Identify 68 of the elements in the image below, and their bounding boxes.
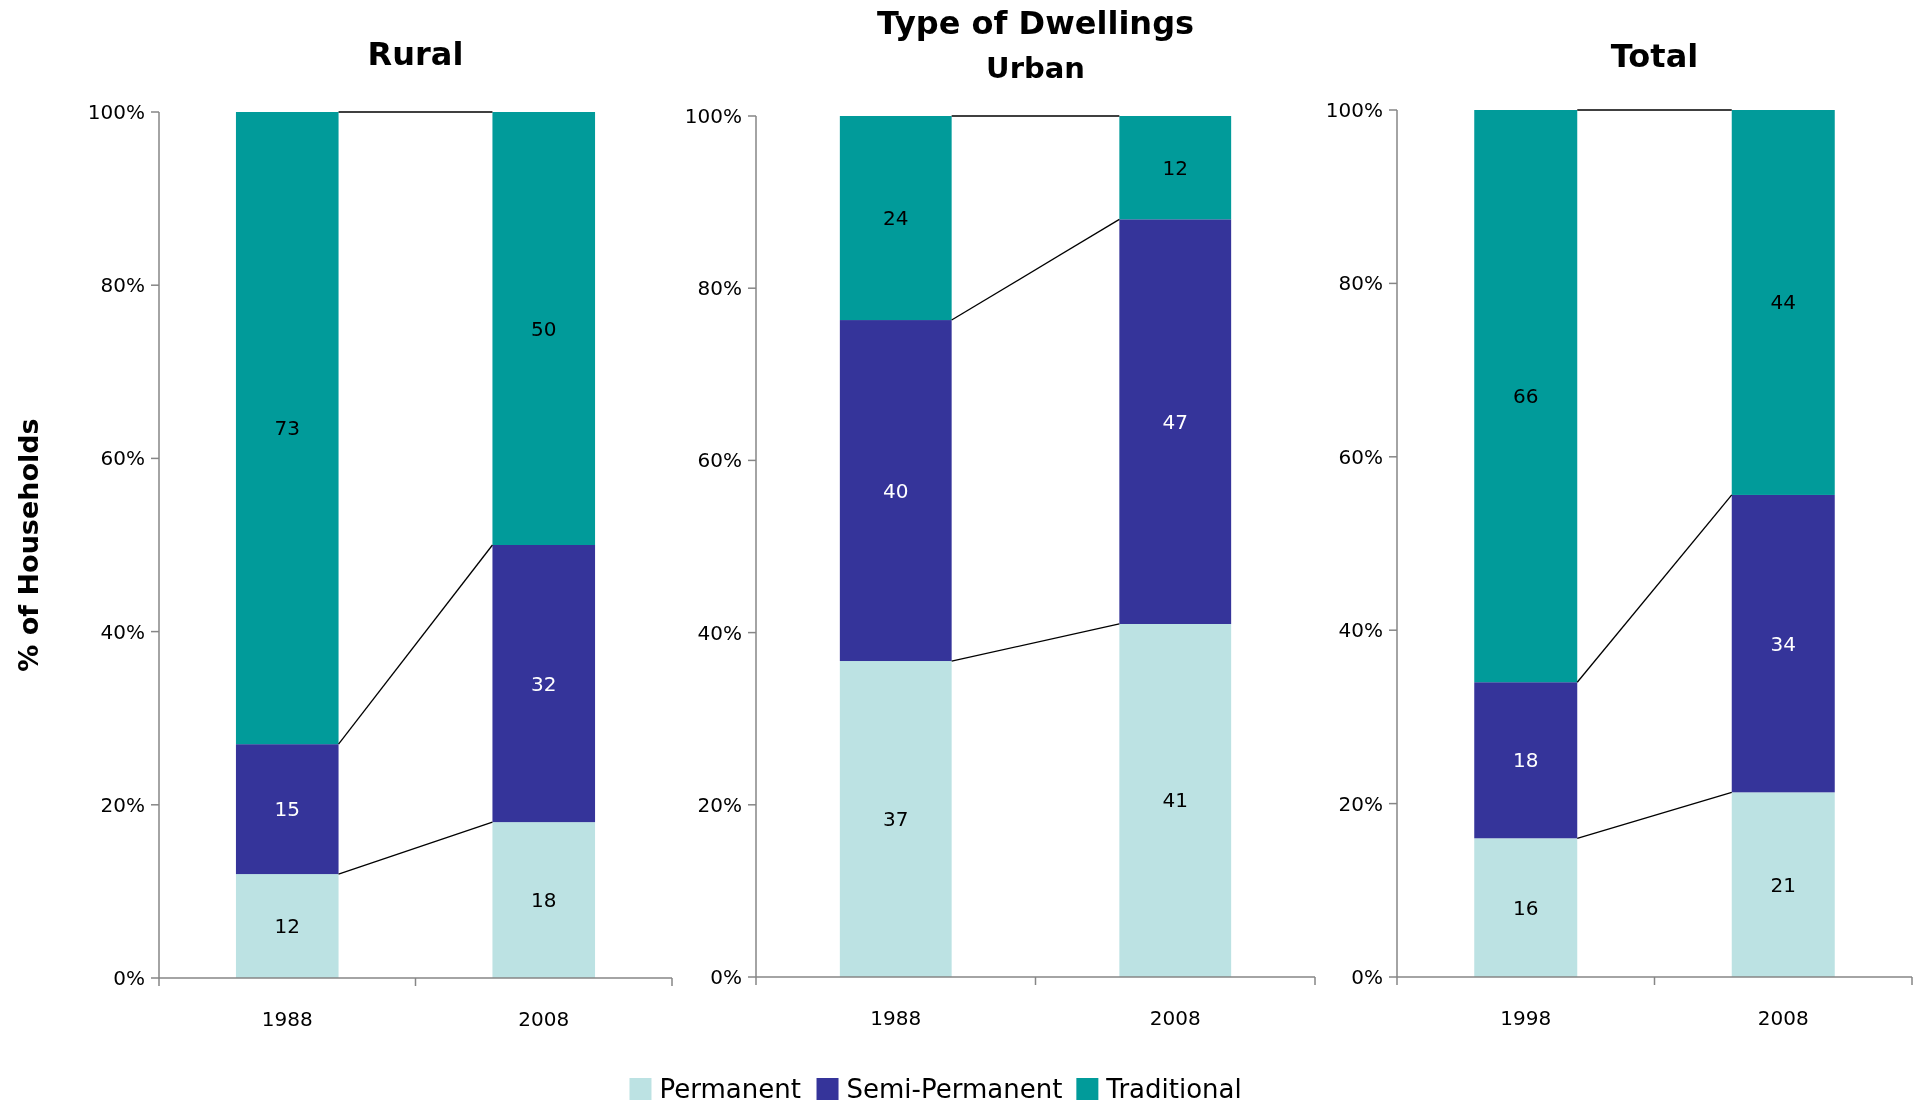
bar bbox=[1119, 116, 1232, 220]
x-tick-label: 2008 bbox=[518, 1007, 570, 1031]
data-label: 66 bbox=[1513, 384, 1539, 409]
data-label: 44 bbox=[1770, 290, 1796, 315]
data-label: 32 bbox=[531, 671, 557, 696]
y-tick-label: 20% bbox=[1338, 791, 1383, 816]
y-tick-label: 20% bbox=[697, 792, 742, 817]
data-label: 73 bbox=[274, 416, 300, 441]
y-tick-label: 0% bbox=[1351, 965, 1383, 989]
x-tick-label: 2008 bbox=[1149, 1006, 1201, 1030]
bar bbox=[839, 320, 952, 662]
legend-label: Permanent bbox=[659, 1074, 801, 1104]
data-label: 15 bbox=[274, 797, 300, 822]
bar bbox=[1474, 110, 1578, 683]
y-tick-label: 0% bbox=[113, 966, 145, 990]
bar bbox=[1731, 792, 1835, 977]
y-tick-label: 60% bbox=[100, 446, 145, 471]
chart-title: Rural bbox=[367, 35, 464, 73]
x-tick-label: 1988 bbox=[261, 1007, 313, 1031]
chart-title: Type of Dwellings bbox=[876, 4, 1195, 42]
x-tick-label: 1998 bbox=[1500, 1006, 1552, 1030]
y-tick-label: 100% bbox=[684, 104, 742, 128]
data-label: 18 bbox=[531, 888, 557, 913]
y-tick-label: 40% bbox=[697, 620, 742, 645]
bar bbox=[839, 116, 952, 321]
bar bbox=[1119, 219, 1232, 624]
y-axis-title: % of Households bbox=[13, 418, 44, 672]
x-tick-label: 1988 bbox=[870, 1006, 922, 1030]
bar bbox=[235, 874, 339, 978]
y-tick-label: 80% bbox=[697, 276, 742, 301]
y-tick-label: 20% bbox=[100, 792, 145, 817]
data-label: 12 bbox=[274, 914, 300, 939]
data-label: 16 bbox=[1513, 895, 1539, 920]
legend-label: Semi-Permanent bbox=[846, 1074, 1063, 1104]
y-tick-label: 100% bbox=[87, 100, 145, 124]
bar bbox=[492, 545, 596, 823]
bar bbox=[235, 744, 339, 875]
data-label: 34 bbox=[1770, 631, 1796, 656]
chart-title: Total bbox=[1610, 37, 1699, 75]
bar bbox=[492, 112, 596, 545]
y-tick-label: 80% bbox=[100, 273, 145, 298]
y-tick-label: 80% bbox=[1338, 271, 1383, 296]
bar bbox=[839, 661, 952, 977]
data-label: 12 bbox=[1162, 155, 1188, 180]
data-label: 37 bbox=[883, 807, 909, 832]
y-tick-label: 0% bbox=[710, 965, 742, 989]
bar bbox=[1731, 110, 1835, 495]
y-tick-label: 60% bbox=[697, 448, 742, 473]
data-label: 18 bbox=[1513, 748, 1539, 773]
bar bbox=[1474, 838, 1578, 977]
data-label: 21 bbox=[1770, 872, 1796, 897]
y-tick-label: 100% bbox=[1325, 98, 1383, 122]
y-tick-label: 60% bbox=[1338, 444, 1383, 469]
y-tick-label: 40% bbox=[100, 619, 145, 644]
data-label: 41 bbox=[1162, 788, 1188, 813]
x-tick-label: 2008 bbox=[1757, 1006, 1809, 1030]
data-label: 24 bbox=[883, 206, 909, 231]
bar bbox=[1731, 494, 1835, 793]
data-label: 50 bbox=[531, 316, 557, 341]
bar bbox=[235, 112, 339, 745]
bar bbox=[1119, 623, 1232, 977]
y-tick-label: 40% bbox=[1338, 618, 1383, 643]
chart-subtitle: Urban bbox=[986, 51, 1085, 85]
bar bbox=[492, 822, 596, 978]
data-label: 40 bbox=[883, 478, 909, 503]
bar bbox=[1474, 682, 1578, 839]
data-label: 47 bbox=[1162, 409, 1188, 434]
legend-label: Traditional bbox=[1105, 1074, 1242, 1104]
